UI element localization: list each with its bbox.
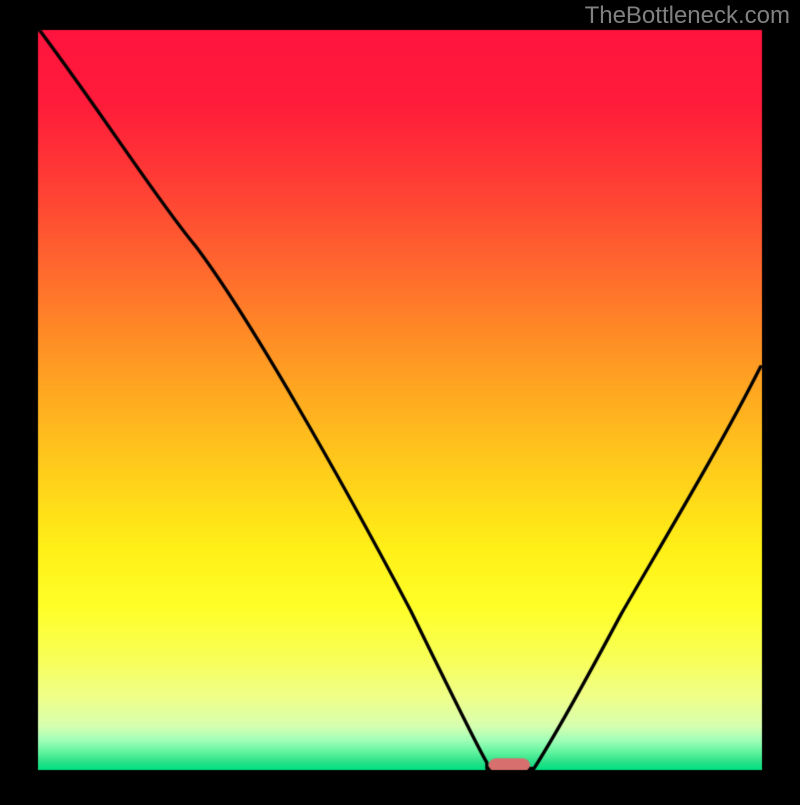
watermark-text: TheBottleneck.com bbox=[585, 2, 790, 30]
chart-container: TheBottleneck.com bbox=[0, 0, 800, 800]
bottleneck-curve-chart bbox=[0, 0, 800, 800]
